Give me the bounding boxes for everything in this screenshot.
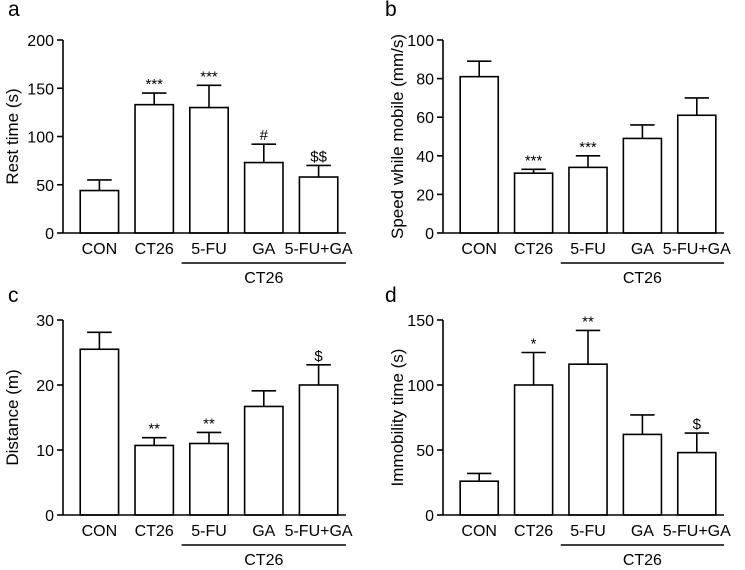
bar (568, 363, 608, 516)
bar (134, 103, 175, 234)
bar (189, 442, 229, 516)
y-tick-label: 30 (36, 313, 54, 330)
panel-letter: b (385, 0, 397, 21)
panel-c: c 0 10 20 30 Distance (m) CON ** CT26 ** 5-FU GA $5-… (3, 284, 353, 569)
category-label: GA (631, 523, 654, 540)
category-label: 5-FU (191, 523, 227, 540)
y-tick-label: 50 (416, 443, 434, 460)
y-axis-label: Rest time (s) (3, 88, 22, 184)
category-label: CT26 (135, 523, 174, 540)
y-tick-label: 20 (36, 378, 54, 395)
panel-letter: d (385, 284, 397, 307)
group-label: CT26 (623, 270, 662, 287)
y-tick-label: 20 (416, 187, 434, 204)
bar (298, 384, 339, 516)
y-tick-label: 10 (36, 443, 54, 460)
y-tick-label: 100 (407, 33, 434, 50)
y-tick-label: 100 (27, 130, 54, 147)
category-label: CT26 (514, 523, 553, 540)
category-label: CT26 (135, 241, 174, 258)
significance-label: $ (693, 416, 702, 433)
bar (79, 348, 120, 516)
category-label: 5-FU (570, 523, 606, 540)
category-label: GA (631, 241, 654, 258)
category-label: CON (82, 523, 118, 540)
bar (189, 106, 229, 234)
group-label: CT26 (244, 552, 283, 569)
group-label: CT26 (244, 270, 283, 287)
bar (79, 189, 120, 234)
bar (676, 114, 717, 234)
bar (676, 451, 717, 516)
significance-label: ** (203, 415, 215, 432)
category-label: GA (252, 241, 275, 258)
y-tick-label: 200 (27, 33, 54, 50)
y-tick-label: 60 (416, 110, 434, 127)
significance-label: *** (579, 139, 597, 156)
bar (243, 405, 284, 516)
significance-label: * (531, 336, 537, 353)
significance-label: # (260, 127, 269, 144)
category-label: CT26 (514, 241, 553, 258)
y-tick-label: 0 (45, 508, 54, 525)
significance-label: *** (200, 68, 218, 85)
category-label: 5-FU+GA (285, 523, 353, 540)
panel-d: d 0 50 100 150 Immobility time (s) CON * CT26 ** 5… (385, 284, 731, 569)
category-label: GA (252, 523, 275, 540)
category-label: CON (461, 523, 497, 540)
y-axis-label: Immobility time (s) (388, 349, 407, 487)
category-label: CON (82, 241, 118, 258)
category-label: 5-FU+GA (663, 523, 731, 540)
panel-a: a 0 50 100 150 200 Rest time (s) CON *** CT26 *** 5… (3, 0, 353, 287)
y-tick-label: 40 (416, 149, 434, 166)
category-label: 5-FU+GA (663, 241, 731, 258)
y-tick-label: 0 (425, 508, 434, 525)
y-tick-label: 0 (45, 226, 54, 243)
bar (513, 384, 554, 516)
significance-label: $ (314, 348, 323, 365)
y-axis-label: Speed while mobile (mm/s) (388, 34, 407, 239)
bar (134, 444, 175, 516)
significance-label: *** (145, 76, 163, 93)
y-tick-label: 150 (407, 313, 434, 330)
y-tick-label: 80 (416, 72, 434, 89)
y-axis-label: Distance (m) (3, 369, 22, 465)
category-label: 5-FU (570, 241, 606, 258)
significance-label: *** (525, 152, 543, 169)
panel-letter: a (8, 0, 20, 21)
bar (513, 172, 554, 234)
y-tick-label: 150 (27, 81, 54, 98)
bar (459, 480, 500, 516)
significance-label: ** (582, 313, 594, 330)
bar (622, 433, 663, 516)
bar (568, 166, 608, 234)
category-label: 5-FU+GA (285, 241, 353, 258)
y-tick-label: 0 (425, 226, 434, 243)
category-label: 5-FU (191, 241, 227, 258)
group-label: CT26 (623, 552, 662, 569)
y-tick-label: 50 (36, 178, 54, 195)
bar (459, 75, 500, 234)
bar (622, 137, 663, 234)
category-label: CON (461, 241, 497, 258)
bar (298, 176, 339, 234)
bar (243, 161, 284, 234)
panel-letter: c (8, 284, 19, 307)
significance-label: ** (148, 421, 160, 438)
significance-label: $$ (310, 148, 327, 165)
y-tick-label: 100 (407, 378, 434, 395)
